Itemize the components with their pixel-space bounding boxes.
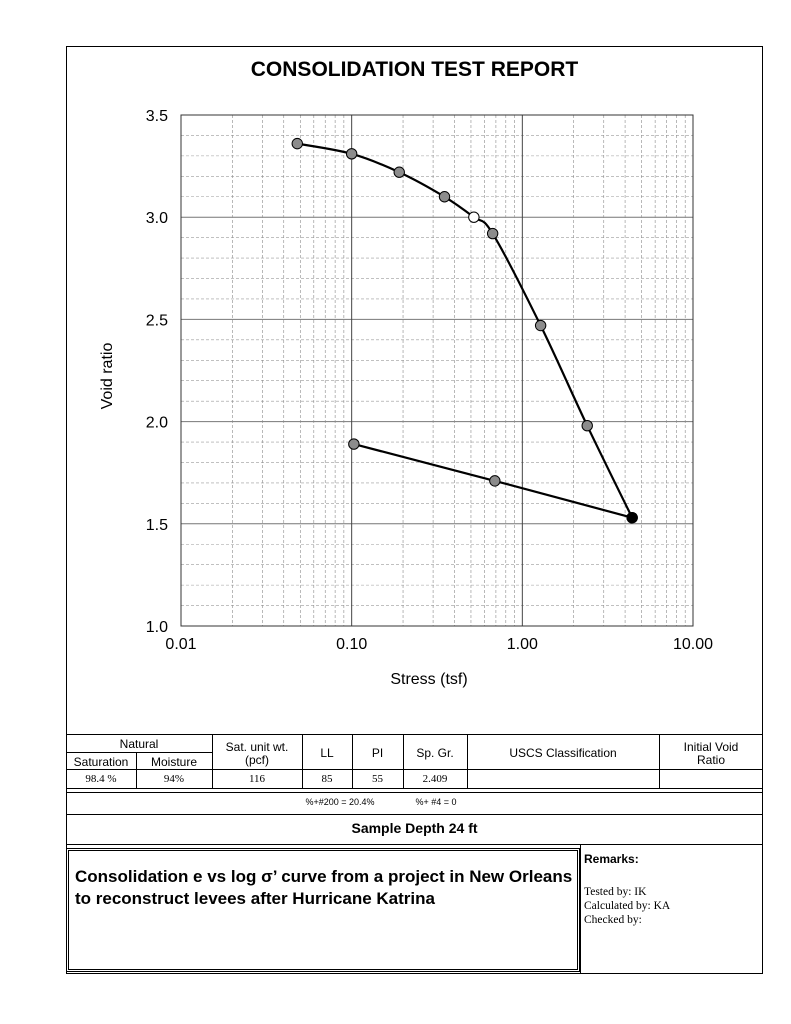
report-frame [66,46,763,974]
y-tick-label: 2.5 [146,312,168,329]
sp-gr-header: Sp. Gr. [416,746,454,760]
data-point [626,511,638,524]
description-box-inner [68,850,578,970]
y-tick-label: 1.0 [146,619,168,636]
chart-grid [180,114,694,627]
chart-markers [291,137,638,524]
chart-lines [297,142,634,519]
initial-void-header-1: Initial Void [683,740,739,754]
data-point [486,227,499,240]
x-tick-label: 0.10 [336,636,367,653]
x-axis-label: Stress (tsf) [390,671,467,688]
plot-border [180,114,694,627]
x-tick-label: 10.00 [673,636,713,653]
remarks-title: Remarks: [584,852,639,866]
data-point [489,475,501,487]
saturation-header: Saturation [73,755,129,769]
pi-header: PI [371,746,384,760]
initial-void-header-2: Ratio [696,753,725,767]
natural-header: Natural [119,737,159,751]
data-point [291,137,303,150]
y-axis-label: Void ratio [99,343,116,410]
calculated-by: Calculated by: KA [584,900,671,912]
sp-gr-value: 2.409 [422,773,448,785]
y-tick-label: 1.5 [146,517,168,534]
moisture-value: 94% [163,773,185,785]
y-tick-label: 3.0 [146,210,168,227]
tested-by: Tested by: IK [584,886,647,898]
data-point [348,438,360,450]
moisture-header: Moisture [150,755,197,769]
sat-unit-wt-value: 116 [248,773,266,785]
sat-unit-wt-header-2: (pcf) [245,753,269,767]
description-box [66,848,580,972]
data-point [468,211,480,223]
y-tick-label: 3.5 [146,108,168,125]
pi-value: 55 [372,773,383,785]
data-point [393,166,405,178]
data-point [534,319,547,332]
sample-depth: Sample Depth 24 ft [351,820,478,836]
data-point [581,419,593,432]
series-line-1 [297,142,634,519]
checked-by: Checked by: [584,914,642,926]
uscs-header: USCS Classification [509,746,617,760]
x-tick-label: 1.00 [507,636,538,653]
sat-unit-wt-header-1: Sat. unit wt. [225,740,289,754]
report-title: CONSOLIDATION TEST REPORT [250,58,579,81]
x-tick-label: 0.01 [165,636,196,653]
y-tick-label: 2.0 [146,415,168,432]
consolidation-chart: 0.01 0.10 1.00 10.00 1.0 1.5 2.0 2.5 3.0 3.5 Stre… [99,108,713,688]
figure-description: Consolidation e vs log σ’ curve from a p… [75,867,573,908]
ll-header: LL [320,746,334,760]
pct-200-text: %+#200 = 20.4% [305,797,375,807]
ll-value: 85 [321,773,333,785]
data-point [345,148,358,160]
saturation-value: 98.4 % [85,773,117,785]
pct-4-text: %+ #4 = 0 [415,797,457,807]
chart-ticks: 0.01 0.10 1.00 10.00 1.0 1.5 2.0 2.5 3.0 3.5 [146,108,713,653]
data-point [438,191,451,203]
